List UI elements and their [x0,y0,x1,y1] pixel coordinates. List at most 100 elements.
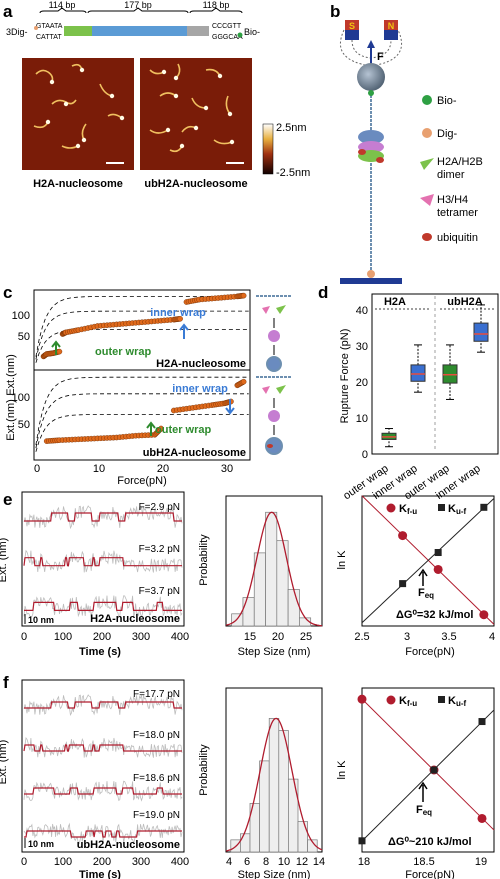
e-xtick-400: 400 [171,631,189,643]
e-traces [21,491,185,627]
e-xtick-100: 100 [54,631,72,643]
c-bot-outer-label: outer wrap [155,424,212,436]
kfu-point [433,564,443,574]
histogram-bar [268,718,280,853]
d-ytick-10: 10 [356,413,368,425]
e-xtick-0: 0 [21,631,27,643]
f-name: ubH2A-nucleosome [77,839,180,851]
f-scale: 10 nm [28,839,54,849]
histogram-bar [240,833,251,853]
histogram-bar [288,778,299,853]
data-point [177,315,183,322]
scale-min: -2.5nm [276,167,310,179]
outer-wrap-arrow [146,421,156,436]
kfu-point [398,531,408,541]
e-feq: Feq [418,587,434,600]
wlc-guide-curve [35,310,249,360]
f-lnk-plot [357,687,495,853]
kuf-fit-line [361,709,495,842]
c-ylabel-bottom: Ext.(nm) [5,399,17,441]
biotin-dot [237,32,243,38]
f-delta-g: ΔG⁰~210 kJ/mol [388,836,472,848]
inner-wrap-arrow [225,399,235,415]
feq-arrow [418,781,428,802]
c-mini-schematic-top [256,295,292,372]
e-k-xlabel: Force(pN) [405,646,455,658]
feq-arrow [418,568,428,586]
raw-trace [23,780,183,802]
e-hist-xtick-25: 25 [300,631,312,643]
c-xtick-10: 10 [93,463,105,475]
f-hist-xtick-4: 4 [226,856,232,868]
e-force-2: F=3.2 pN [139,544,180,555]
c-ytick-bot-100: 100 [12,392,30,404]
e-hist-xlabel: Step Size (nm) [238,646,311,658]
segment-label-2: 177 bp [124,0,152,10]
outer-wrap-arrow [51,340,61,355]
chart-d [371,293,499,455]
f-xlabel: Time (s) [79,869,121,879]
raw-trace [23,595,183,619]
e-scale: 10 nm [28,615,54,625]
e-legend-kuf-marker [438,504,445,511]
legend-dimer-2: dimer [437,169,465,181]
histogram-bar [265,511,278,627]
e-xlabel: Time (s) [79,646,121,658]
f-k-xlabel: Force(pN) [405,869,455,879]
e-hist-xtick-20: 20 [272,631,284,643]
f-xtick-0: 0 [21,856,27,868]
e-hist-ylabel: Probability [198,534,210,586]
f-feq: Feq [416,804,432,817]
f-hist-xlabel: Step Size (nm) [238,869,311,879]
f-k-ylabel: ln K [336,760,348,780]
e-legend-kuf: Ku-f [448,503,467,516]
d-ytick-20: 20 [356,377,368,389]
c-mini-schematic-bottom [256,376,292,455]
c-ytick-top-50: 50 [18,331,30,343]
c-xlabel: Force(pN) [117,475,167,487]
e-force-1: F=2.9 pN [139,502,180,513]
afm-label-ubh2a: ubH2A-nucleosome [144,178,247,190]
f-hist-xtick-12: 12 [296,856,308,868]
filtered-trace [23,557,182,567]
f-hist-xtick-6: 6 [244,856,250,868]
e-force-3: F=3.7 pN [139,586,180,597]
f-xtick-400: 400 [171,856,189,868]
box [410,364,426,382]
force-label: F [377,51,384,63]
kuf-point [399,580,407,588]
d-ytick-0: 0 [362,449,368,461]
panel-label-d: d [318,283,328,302]
f-force-4: F=19.0 pN [133,810,180,821]
f-xtick-300: 300 [132,856,150,868]
c-xtick-20: 20 [157,463,169,475]
wlc-guide-curve [35,376,249,446]
legend-dimer: H2A/H2B [437,156,483,168]
f-force-3: F=18.6 pN [133,773,180,784]
f-legend-kuf: Ku-f [448,695,467,708]
segment-gray [187,26,209,36]
magnet-s-label: S [349,21,355,31]
kuf-point [430,766,438,774]
histogram-bar [242,597,255,627]
e-xtick-200: 200 [93,631,111,643]
histogram-bar [307,839,318,853]
d-ylabel: Rupture Force (pN) [339,329,351,424]
magnetic-tweezers-schematic: S N F [339,20,403,284]
dig-dot [34,26,38,30]
kfu-fit-line [361,698,495,831]
kfu-point [479,610,489,620]
f-hist-xtick-8: 8 [263,856,269,868]
histogram-bar [297,821,308,853]
dig-tag: 3Dig- [6,27,28,37]
f-k-xtick-19: 19 [475,856,487,868]
nucleosome [358,130,384,163]
f-traces [21,679,185,853]
magnet-n-label: N [388,21,395,31]
segment-label-3: 118 bp [203,0,230,10]
e-k-xtick-1: 2.5 [354,631,369,643]
segment-blue [92,26,187,36]
f-force-1: F=17.7 pN [133,689,180,700]
c-top-outer-label: outer wrap [95,346,152,358]
